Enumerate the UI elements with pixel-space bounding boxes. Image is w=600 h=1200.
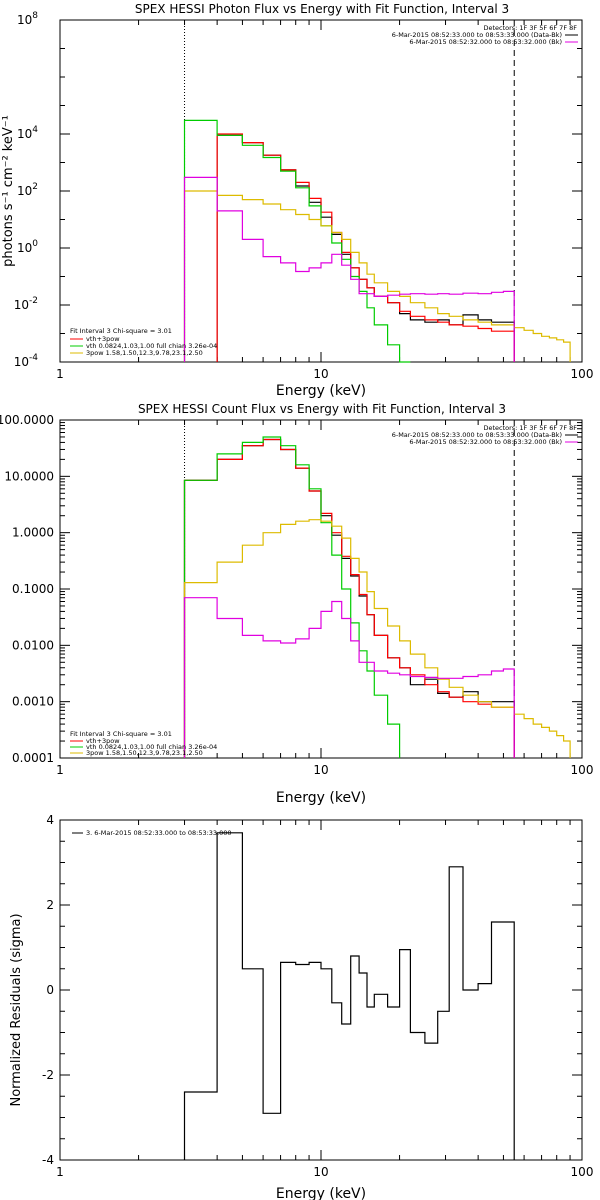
y-tick-exponent: 8	[32, 11, 38, 21]
series-step-line	[183, 436, 401, 758]
count-flux-panel: SPEX HESSI Count Flux vs Energy with Fit…	[0, 402, 593, 806]
y-tick-label: 100	[17, 239, 38, 255]
y-tick-label: 2	[46, 898, 54, 912]
panel1-legend-entry-data: 6-Mar-2015 08:52:33.000 to 08:53:33.000 …	[392, 31, 562, 39]
panel1-series-group	[183, 119, 571, 363]
y-tick-label: 4	[46, 813, 54, 827]
series-step-line	[183, 176, 515, 362]
panel3-plot-frame	[59, 819, 583, 1161]
series-step-line	[183, 597, 515, 758]
series-step-line	[183, 438, 515, 758]
y-tick-label: 108	[17, 11, 38, 27]
panel1-title: SPEX HESSI Photon Flux vs Energy with Fi…	[135, 2, 509, 16]
x-tick-label: 10	[313, 367, 328, 381]
y-tick-label: 104	[17, 125, 38, 141]
y-tick-label: -4	[42, 1153, 54, 1167]
x-tick-label: 1	[56, 367, 64, 381]
panel2-fit-entry-total: vth+3pow	[86, 737, 120, 745]
panel2-legend-entry-bk: 6-Mar-2015 08:52:32.000 to 08:53:32.000 …	[409, 438, 562, 446]
panel1-x-axis-label: Energy (keV)	[276, 383, 366, 399]
panel1-fit-entry-pow: 3pow 1.58,1.50,12.3,9.78,23.1,2.50	[86, 349, 203, 357]
series-step-line	[216, 134, 515, 362]
y-tick-exponent: 4	[32, 125, 38, 135]
y-tick-label: 10-2	[14, 296, 38, 312]
x-tick-label: 10	[313, 763, 328, 777]
series-step-line	[183, 519, 571, 758]
panel2-fit-entry-vth: vth 0.0824,1.03,1.00 full chian 3.26e-04	[86, 743, 217, 751]
series-step-line	[216, 133, 515, 362]
panel3-series-group	[183, 832, 515, 1160]
panel1-legend-entry-bk: 6-Mar-2015 08:52:32.000 to 08:53:32.000 …	[409, 38, 562, 46]
x-tick-label: 10	[313, 1165, 328, 1179]
x-tick-label: 1	[56, 763, 64, 777]
panel2-legend-header: Detectors: 1F 3F 5F 6F 7F 8F	[483, 424, 577, 432]
panel1-y-axis-label: photons s⁻¹ cm⁻² keV⁻¹	[1, 115, 16, 267]
series-step-line	[183, 832, 515, 1160]
y-tick-exponent: -4	[29, 353, 38, 363]
y-tick-label: 1.0000	[12, 526, 54, 540]
y-tick-exponent: 2	[32, 182, 38, 192]
y-tick-label: 100.0000	[0, 413, 54, 427]
x-tick-label: 1	[56, 1165, 64, 1179]
panel2-x-axis-label: Energy (keV)	[276, 790, 366, 806]
residuals-panel: 1 10 100 -4 -2 0 2 4 Energy (keV) Normalized Re…	[9, 813, 593, 1200]
panel2-title: SPEX HESSI Count Flux vs Energy with Fit…	[138, 402, 506, 416]
panel2-series-group	[183, 436, 571, 758]
y-tick-exponent: -2	[29, 296, 38, 306]
panel3-y-axis-label: Normalized Residuals (sigma)	[9, 913, 24, 1106]
y-tick-label: 0.0010	[12, 695, 54, 709]
y-tick-label: 10.0000	[4, 469, 54, 483]
panel1-legend-header: Detectors: 1F 3F 5F 6F 7F 8F	[483, 24, 577, 32]
panel3-x-axis-label: Energy (keV)	[276, 1186, 366, 1200]
y-tick-label: 0.0001	[12, 751, 54, 765]
panel3-axes: 1 10 100 -4 -2 0 2 4	[42, 813, 593, 1179]
panel2-fit-header: Fit Interval 3 Chi-square = 3.01	[70, 730, 172, 738]
panel2-fit-entry-pow: 3pow 1.58,1.50,12.3,9.78,23.1,2.50	[86, 749, 203, 757]
panel3-legend-entry: 3. 6-Mar-2015 08:52:33.000 to 08:53:33.0…	[86, 829, 232, 837]
y-tick-label: 0.1000	[12, 582, 54, 596]
x-tick-label: 100	[571, 1165, 594, 1179]
photon-flux-panel: SPEX HESSI Photon Flux vs Energy with Fi…	[1, 2, 593, 399]
panel1-fit-entry-total: vth+3pow	[86, 335, 120, 343]
series-step-line	[183, 438, 515, 758]
panel1-plot-frame	[59, 19, 583, 363]
y-tick-exponent: 0	[32, 239, 38, 249]
y-tick-label: 10-4	[14, 353, 39, 369]
panel1-fit-header: Fit Interval 3 Chi-square = 3.01	[70, 327, 172, 335]
x-tick-label: 100	[571, 763, 594, 777]
x-tick-label: 100	[571, 367, 594, 381]
panel1-fit-entry-vth: vth 0.0824,1.03,1.00 full chian 3.26e-04	[86, 342, 217, 350]
y-tick-label: -2	[42, 1068, 54, 1082]
y-tick-label: 0.0100	[12, 638, 54, 652]
panel2-legend-entry-data: 6-Mar-2015 08:52:33.000 to 08:53:33.000 …	[392, 431, 562, 439]
y-tick-label: 0	[46, 983, 54, 997]
series-step-line	[183, 119, 411, 363]
y-tick-label: 102	[17, 182, 38, 198]
